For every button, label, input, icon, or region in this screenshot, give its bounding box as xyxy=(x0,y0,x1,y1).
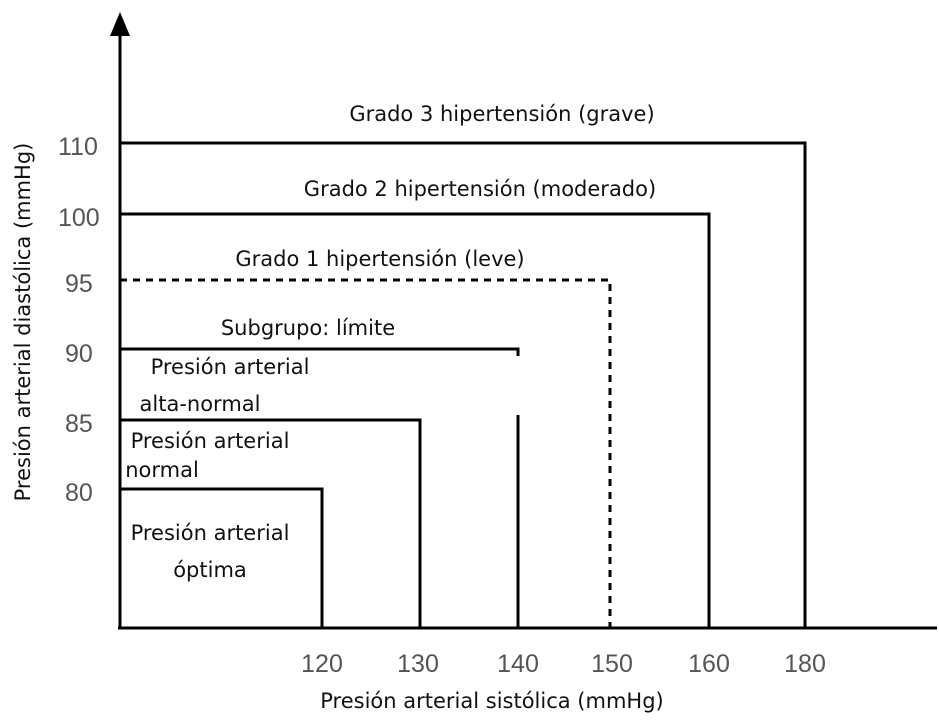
zone-limite-top xyxy=(120,347,520,356)
zone-optima-label-line1: Presión arterial xyxy=(131,521,290,545)
x-tick-180: 180 xyxy=(784,650,826,678)
zone-alta-normal-label-line2: alta-normal xyxy=(140,392,261,416)
x-tick-140: 140 xyxy=(497,650,539,678)
zone-alta-normal-outline xyxy=(120,418,422,628)
zone-grado2-label: Grado 2 hipertensión (moderado) xyxy=(304,177,656,201)
y-tick-110: 110 xyxy=(58,133,98,161)
zone-normal-label-line1: Presión arterial xyxy=(131,429,290,453)
y-tick-85: 85 xyxy=(65,410,93,438)
x-tick-150: 150 xyxy=(591,650,633,678)
zone-limite-label: Subgrupo: límite xyxy=(221,316,395,340)
zone-grado3-outline xyxy=(120,141,807,628)
zone-grado3-label: Grado 3 hipertensión (grave) xyxy=(349,102,654,126)
zone-normal-label-line2: normal xyxy=(125,458,199,482)
y-tick-95: 95 xyxy=(65,270,93,298)
y-axis-label: Presión arterial diastólica (mmHg) xyxy=(11,143,35,502)
y-tick-90: 90 xyxy=(65,340,93,368)
zone-grado1-label: Grado 1 hipertensión (leve) xyxy=(235,247,524,271)
y-axis-arrow-icon xyxy=(110,12,130,36)
zone-grado2-outline xyxy=(120,212,711,628)
zone-alta-normal-label-line1: Presión arterial xyxy=(151,355,310,379)
zone-normal-outline xyxy=(120,487,324,628)
zone-grado1-outline xyxy=(120,278,612,628)
x-axis-label: Presión arterial sistólica (mmHg) xyxy=(320,689,663,713)
y-tick-80: 80 xyxy=(65,479,93,507)
zone-optima-label-line2: óptima xyxy=(173,558,247,582)
y-tick-100: 100 xyxy=(58,204,100,232)
x-tick-130: 130 xyxy=(397,650,439,678)
x-tick-120: 120 xyxy=(301,650,343,678)
x-tick-160: 160 xyxy=(688,650,730,678)
